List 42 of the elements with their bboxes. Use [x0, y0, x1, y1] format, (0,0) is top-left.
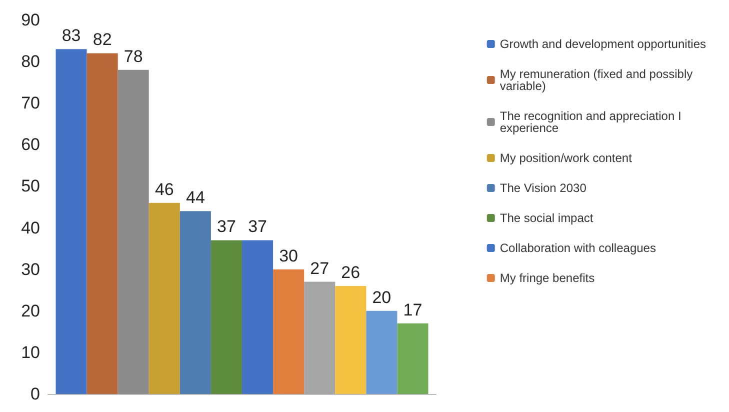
data-label: 78: [124, 46, 143, 66]
legend-label: The Vision 2030: [500, 181, 587, 195]
bar: [304, 282, 336, 394]
data-label: 20: [372, 288, 392, 307]
y-tick-label: 30: [21, 260, 40, 279]
y-tick-label: 60: [21, 135, 40, 154]
data-label: 83: [62, 26, 81, 46]
bar: [118, 70, 149, 394]
bar: [273, 269, 304, 394]
y-tick-label: 90: [21, 10, 40, 30]
legend-label: Growth and development opportunities: [500, 37, 706, 51]
data-label: 26: [341, 262, 360, 282]
data-label: 30: [279, 246, 298, 266]
y-tick-label: 70: [21, 94, 40, 113]
bar: [242, 240, 274, 394]
data-label: 44: [186, 188, 205, 208]
bar: [210, 240, 242, 394]
y-tick-label: 80: [21, 52, 40, 72]
legend-label: My remuneration (fixed and possibly variable): [500, 67, 696, 93]
y-tick-label: 10: [21, 342, 40, 362]
data-label: 46: [154, 180, 174, 199]
y-tick-label: 0: [30, 384, 40, 404]
y-tick-label: 20: [21, 301, 40, 320]
bar: [148, 202, 180, 394]
data-label: 17: [403, 300, 422, 320]
legend-label: My position/work content: [500, 151, 633, 165]
legend-label: My fringe benefits: [500, 271, 595, 285]
bar: [335, 286, 366, 394]
bar: [56, 49, 87, 394]
bar: [366, 310, 398, 394]
data-label: 37: [217, 217, 236, 236]
data-label: 82: [92, 30, 112, 50]
bar: [397, 323, 428, 394]
legend-label: Collaboration with colleagues: [500, 241, 656, 255]
y-tick-label: 50: [21, 176, 40, 196]
legend-label: The recognition and appreciation I experience: [500, 109, 685, 135]
data-label: 27: [310, 258, 330, 278]
y-tick-label: 40: [21, 218, 40, 238]
bar: [86, 53, 118, 394]
data-label: 37: [248, 217, 267, 236]
bar: [180, 211, 211, 394]
legend-label: The social impact: [500, 211, 594, 225]
